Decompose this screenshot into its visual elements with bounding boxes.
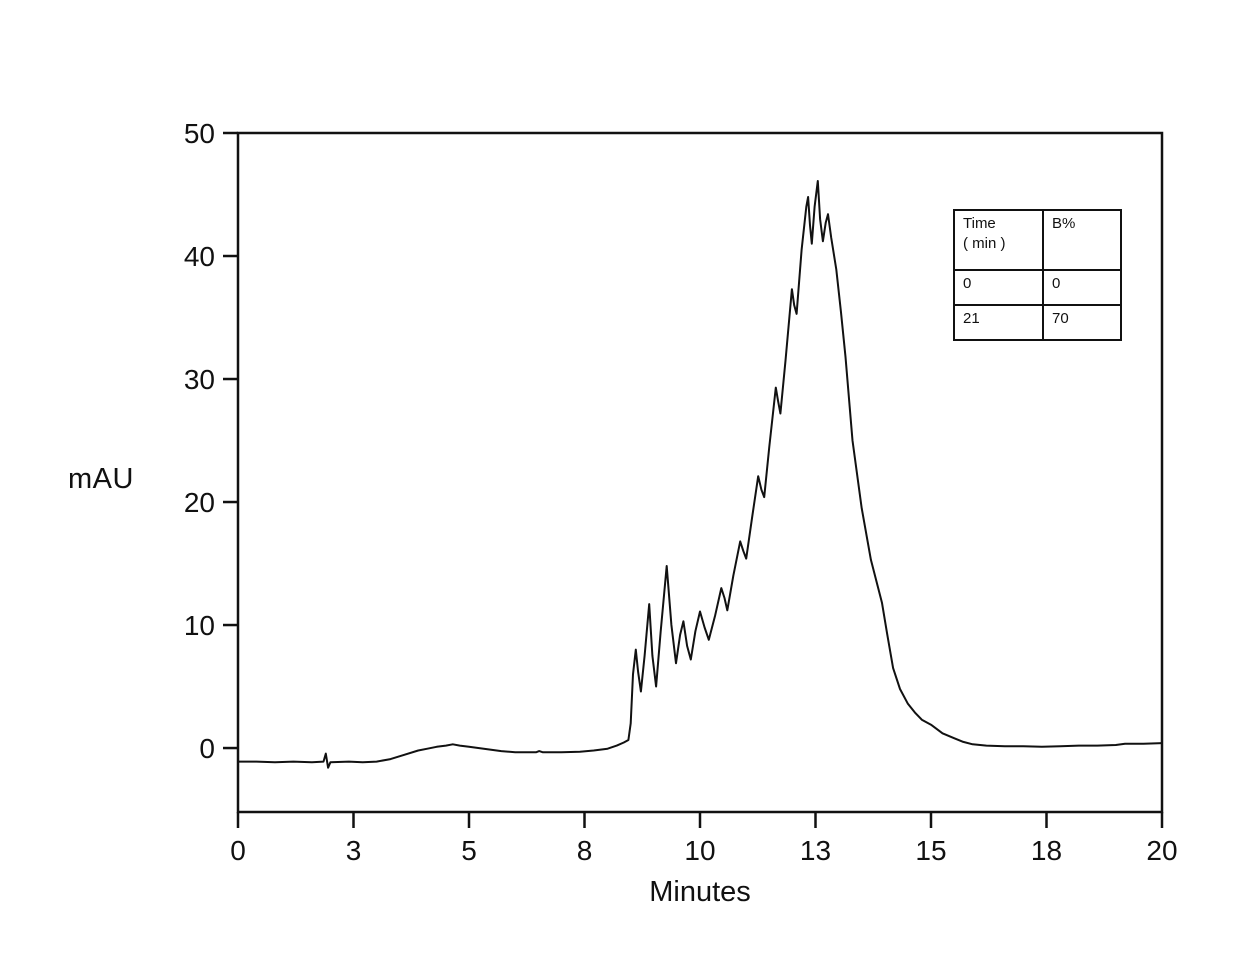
x-tick-label: 20 bbox=[1146, 835, 1177, 866]
x-tick-label: 8 bbox=[577, 835, 593, 866]
x-tick-label: 15 bbox=[915, 835, 946, 866]
y-tick-label: 50 bbox=[184, 118, 215, 149]
detector-trace bbox=[237, 180, 1163, 769]
gradient-table-time-header-line2: ( min ) bbox=[963, 235, 1006, 253]
gradient-table-cell: 21 bbox=[953, 304, 1044, 341]
gradient-table-cell: 0 bbox=[953, 269, 1044, 306]
x-tick-label: 5 bbox=[461, 835, 477, 866]
gradient-table-time-header: Time ( min ) bbox=[953, 209, 1044, 271]
x-axis-title: Minutes bbox=[649, 876, 751, 908]
y-tick-label: 20 bbox=[184, 487, 215, 518]
y-tick-label: 0 bbox=[199, 733, 215, 764]
gradient-table-cell: 70 bbox=[1042, 304, 1122, 341]
y-axis-title: mAU bbox=[68, 463, 134, 495]
x-tick-label: 18 bbox=[1031, 835, 1062, 866]
gradient-table-b-header: B% bbox=[1042, 209, 1122, 271]
x-tick-label: 10 bbox=[684, 835, 715, 866]
gradient-table-time-header-line1: Time bbox=[963, 215, 996, 232]
gradient-table-row: 21 70 bbox=[953, 304, 1122, 341]
y-tick-label: 10 bbox=[184, 610, 215, 641]
y-tick-label: 30 bbox=[184, 364, 215, 395]
x-tick-label: 13 bbox=[800, 835, 831, 866]
gradient-table-header-row: Time ( min ) B% bbox=[953, 209, 1122, 271]
gradient-table-row: 0 0 bbox=[953, 269, 1122, 306]
gradient-table: Time ( min ) B% 0 0 21 70 bbox=[953, 209, 1122, 341]
y-tick-label: 40 bbox=[184, 241, 215, 272]
gradient-table-cell: 0 bbox=[1042, 269, 1122, 306]
x-tick-label: 0 bbox=[230, 835, 246, 866]
x-tick-label: 3 bbox=[346, 835, 362, 866]
